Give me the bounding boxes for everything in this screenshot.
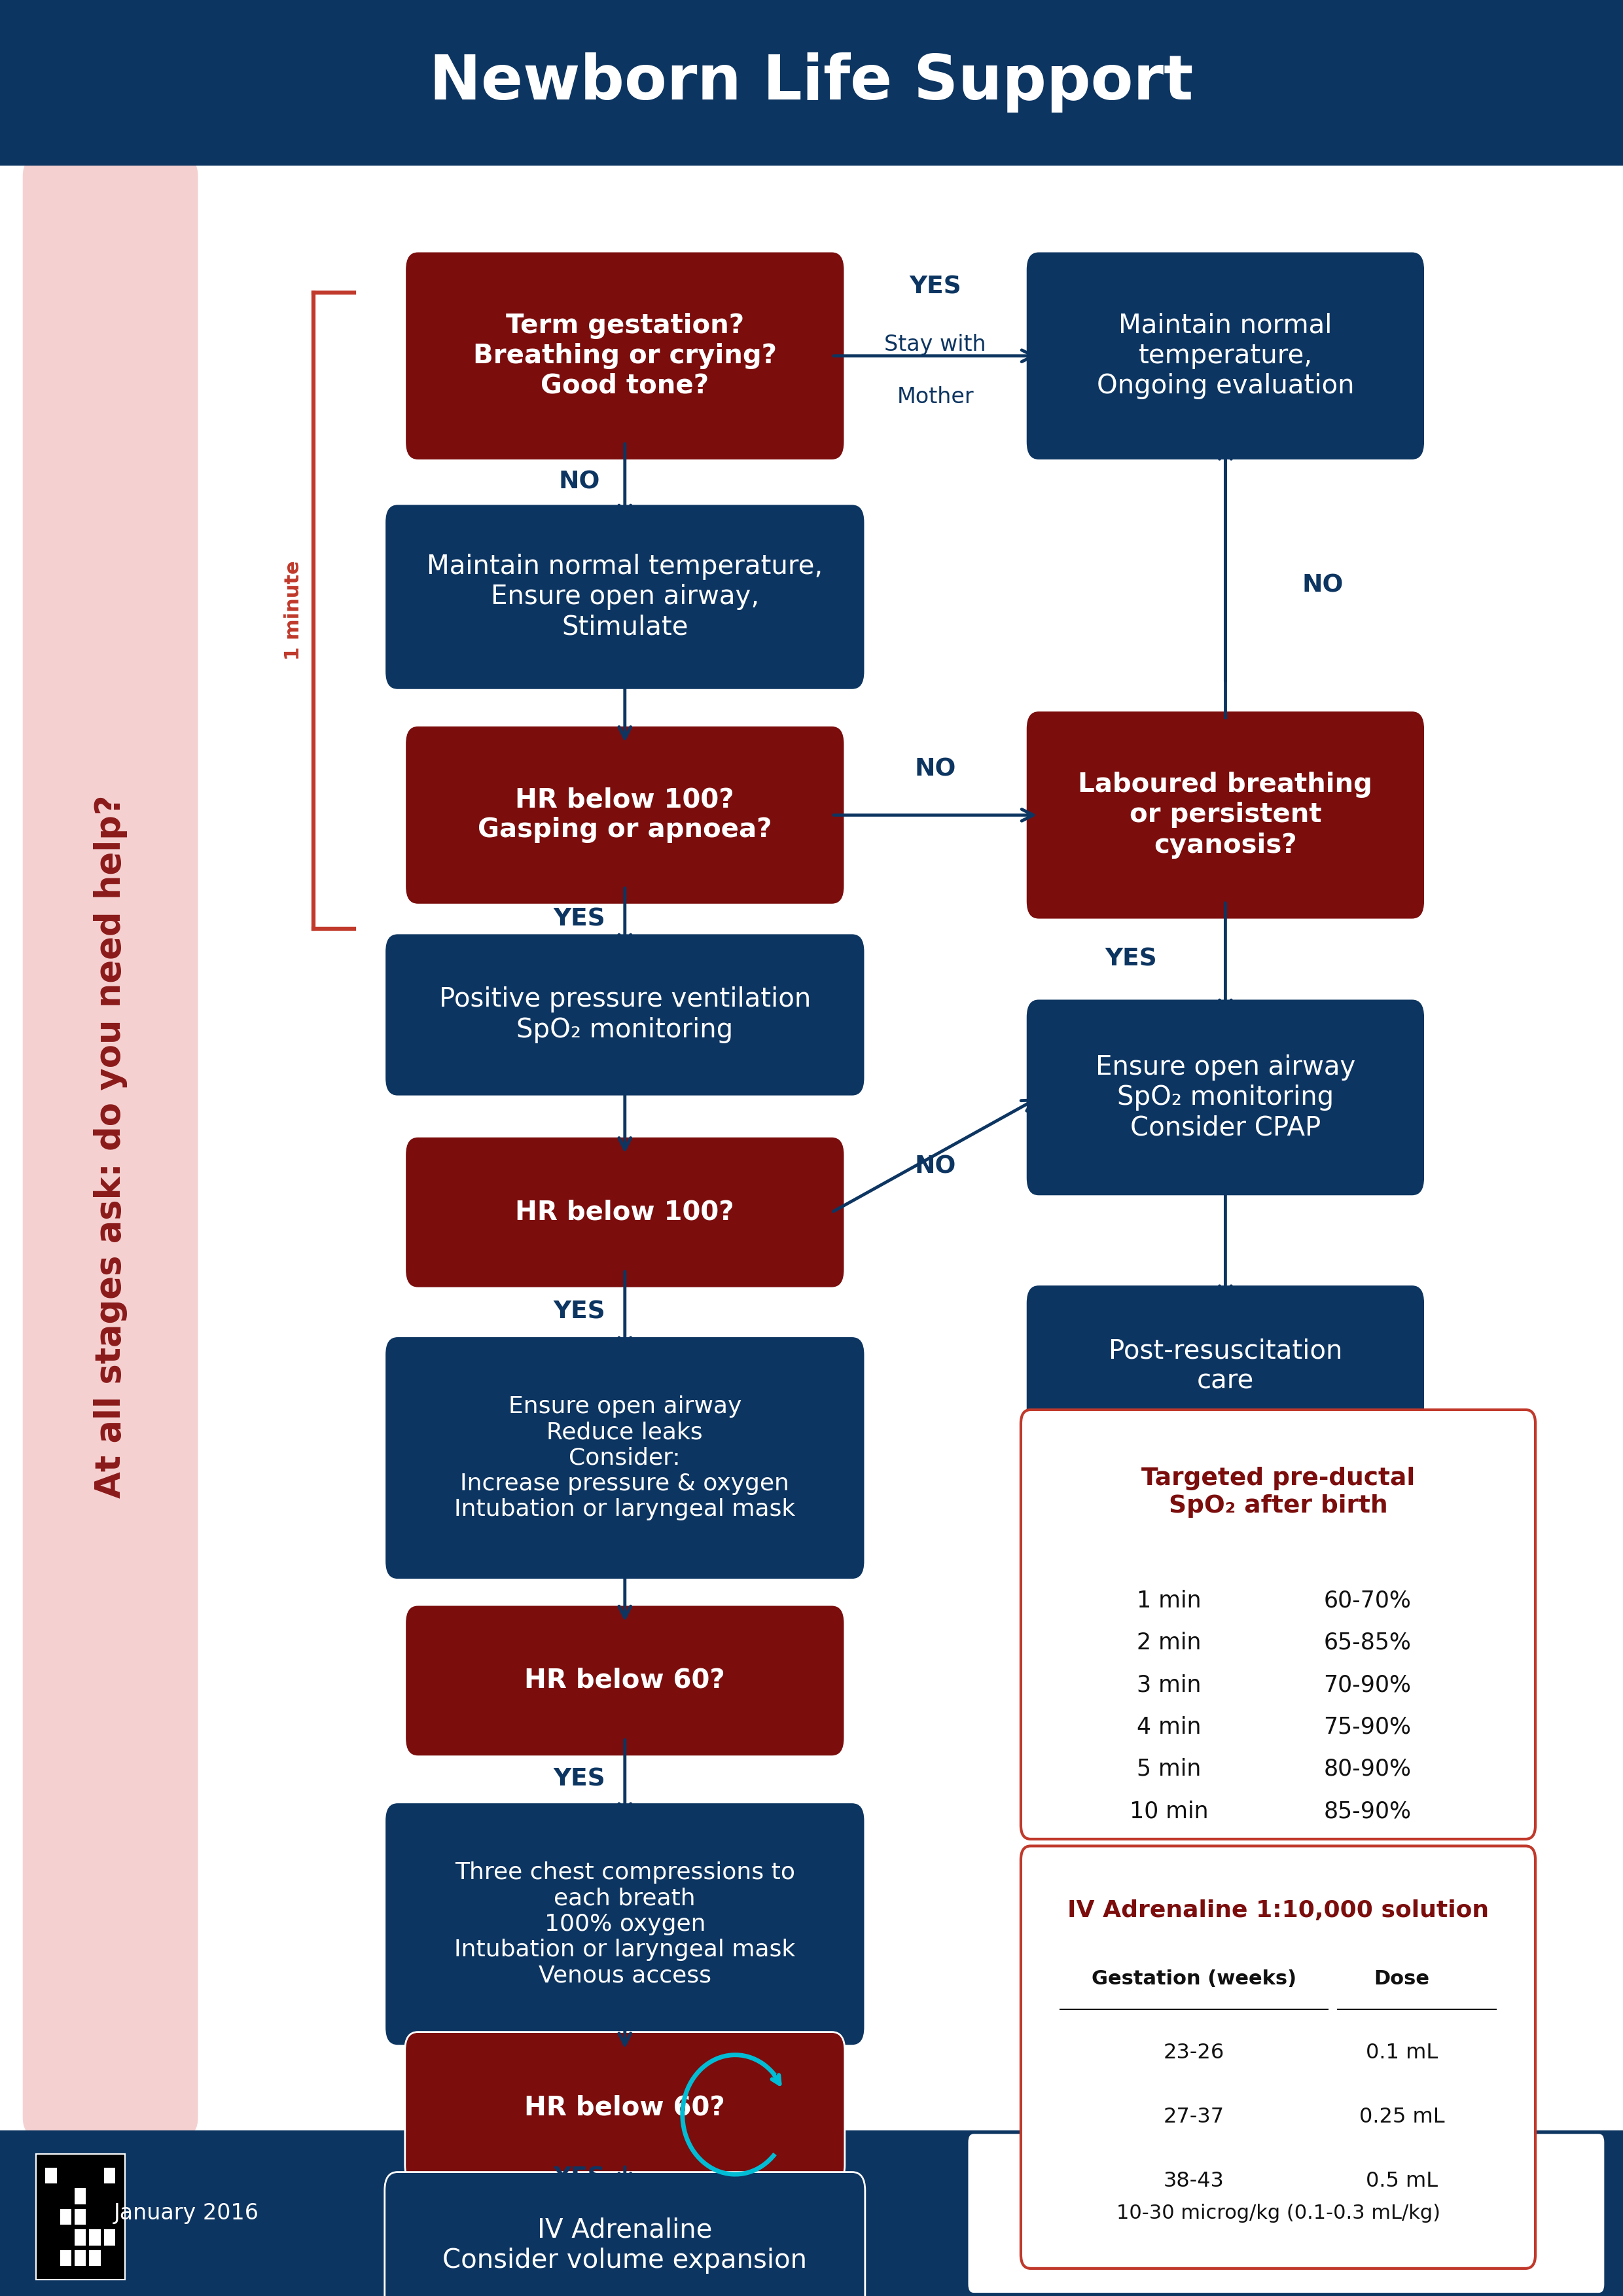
FancyBboxPatch shape xyxy=(1026,712,1425,918)
FancyBboxPatch shape xyxy=(385,2172,865,2296)
Text: January 2016: January 2016 xyxy=(114,2202,260,2225)
Text: Resuscitation Council: Resuscitation Council xyxy=(1294,2209,1449,2223)
Text: Mother: Mother xyxy=(898,386,974,409)
Text: HR below 60?: HR below 60? xyxy=(524,1667,725,1694)
Text: 3 min: 3 min xyxy=(1138,1674,1201,1697)
FancyBboxPatch shape xyxy=(75,2209,86,2225)
Text: Gestation (weeks): Gestation (weeks) xyxy=(1092,1970,1297,1988)
Text: HR below 60?: HR below 60? xyxy=(524,2094,725,2122)
Text: AUSTRALIAN
RESUSCITATION
COUNCIL: AUSTRALIAN RESUSCITATION COUNCIL xyxy=(1044,2195,1147,2232)
Text: NO: NO xyxy=(1302,574,1344,597)
Text: Newborn Life Support: Newborn Life Support xyxy=(430,53,1193,113)
Text: 5 min: 5 min xyxy=(1138,1759,1201,1779)
Text: YES: YES xyxy=(909,276,961,298)
Text: Dose: Dose xyxy=(1375,1970,1430,1988)
FancyBboxPatch shape xyxy=(75,2250,86,2266)
Text: Maintain normal
temperature,
Ongoing evaluation: Maintain normal temperature, Ongoing eva… xyxy=(1097,312,1354,400)
FancyBboxPatch shape xyxy=(36,2154,125,2280)
Text: Three chest compressions to
each breath
100% oxygen
Intubation or laryngeal mask: Three chest compressions to each breath … xyxy=(454,1862,795,1986)
FancyBboxPatch shape xyxy=(45,2167,57,2183)
Text: Positive pressure ventilation
SpO₂ monitoring: Positive pressure ventilation SpO₂ monit… xyxy=(438,987,812,1042)
Text: 1 minute: 1 minute xyxy=(284,560,304,661)
Text: 0.25 mL: 0.25 mL xyxy=(1358,2108,1444,2126)
FancyBboxPatch shape xyxy=(1021,1846,1535,2268)
Text: 0.5 mL: 0.5 mL xyxy=(1367,2172,1438,2190)
Text: 10 min: 10 min xyxy=(1130,1800,1209,1823)
Text: 70-90%: 70-90% xyxy=(1323,1674,1410,1697)
Text: 23-26: 23-26 xyxy=(1164,2043,1224,2062)
FancyBboxPatch shape xyxy=(0,0,1623,165)
FancyBboxPatch shape xyxy=(385,1336,865,1580)
Text: 10-30 microg/kg (0.1-0.3 mL/kg): 10-30 microg/kg (0.1-0.3 mL/kg) xyxy=(1117,2204,1440,2223)
Text: WHAKAHAUORA AOTEAROA: WHAKAHAUORA AOTEAROA xyxy=(1302,2248,1441,2257)
Text: 80-90%: 80-90% xyxy=(1323,1759,1410,1779)
FancyBboxPatch shape xyxy=(385,1802,865,2046)
FancyBboxPatch shape xyxy=(406,1137,844,1288)
Text: 60-70%: 60-70% xyxy=(1323,1589,1410,1612)
Text: 75-90%: 75-90% xyxy=(1323,1715,1410,1738)
Text: 4 min: 4 min xyxy=(1138,1715,1201,1738)
FancyBboxPatch shape xyxy=(385,505,865,689)
FancyBboxPatch shape xyxy=(0,2131,1623,2296)
Text: YES: YES xyxy=(553,1768,605,1791)
Text: NO: NO xyxy=(558,471,601,494)
Text: IV Adrenaline 1:10,000 solution: IV Adrenaline 1:10,000 solution xyxy=(1068,1899,1488,1922)
Text: Ensure open airway
SpO₂ monitoring
Consider CPAP: Ensure open airway SpO₂ monitoring Consi… xyxy=(1096,1054,1355,1141)
Text: 65-85%: 65-85% xyxy=(1323,1632,1410,1653)
Text: 85-90%: 85-90% xyxy=(1323,1800,1410,1823)
FancyBboxPatch shape xyxy=(1026,1283,1425,1449)
FancyBboxPatch shape xyxy=(60,2209,71,2225)
FancyBboxPatch shape xyxy=(406,1605,844,1756)
FancyBboxPatch shape xyxy=(967,2133,1605,2294)
Text: 1 min: 1 min xyxy=(1138,1589,1201,1612)
Text: IV Adrenaline
Consider volume expansion: IV Adrenaline Consider volume expansion xyxy=(443,2218,807,2273)
FancyBboxPatch shape xyxy=(75,2188,86,2204)
Text: 27-37: 27-37 xyxy=(1164,2108,1224,2126)
Text: 2 min: 2 min xyxy=(1138,1632,1201,1653)
Text: At all stages ask: do you need help?: At all stages ask: do you need help? xyxy=(94,794,127,1499)
FancyBboxPatch shape xyxy=(104,2167,115,2183)
FancyBboxPatch shape xyxy=(75,2229,86,2245)
Text: Stay with: Stay with xyxy=(885,333,987,356)
Text: Targeted pre-ductal
SpO₂ after birth: Targeted pre-ductal SpO₂ after birth xyxy=(1141,1467,1415,1518)
Text: YES: YES xyxy=(1105,948,1157,971)
FancyBboxPatch shape xyxy=(60,2250,71,2266)
FancyBboxPatch shape xyxy=(406,726,844,905)
Text: YES: YES xyxy=(553,2165,605,2190)
FancyBboxPatch shape xyxy=(385,932,865,1095)
Text: NEW ZEALAND: NEW ZEALAND xyxy=(1311,2177,1431,2190)
Text: NO: NO xyxy=(914,758,956,781)
FancyBboxPatch shape xyxy=(1026,253,1425,459)
Text: Term gestation?
Breathing or crying?
Good tone?: Term gestation? Breathing or crying? Goo… xyxy=(472,312,777,400)
Text: YES: YES xyxy=(553,907,605,930)
FancyBboxPatch shape xyxy=(23,158,198,2135)
FancyBboxPatch shape xyxy=(1021,1410,1535,1839)
FancyBboxPatch shape xyxy=(104,2229,115,2245)
Text: 0.1 mL: 0.1 mL xyxy=(1367,2043,1438,2062)
FancyBboxPatch shape xyxy=(406,253,844,459)
Text: Maintain normal temperature,
Ensure open airway,
Stimulate: Maintain normal temperature, Ensure open… xyxy=(427,553,823,641)
Text: YES: YES xyxy=(553,1300,605,1325)
Text: NO: NO xyxy=(914,1155,956,1178)
FancyBboxPatch shape xyxy=(406,2032,844,2183)
Text: HR below 100?: HR below 100? xyxy=(516,1199,734,1226)
Text: HR below 100?
Gasping or apnoea?: HR below 100? Gasping or apnoea? xyxy=(477,788,773,843)
Text: Laboured breathing
or persistent
cyanosis?: Laboured breathing or persistent cyanosi… xyxy=(1078,771,1373,859)
Text: 38-43: 38-43 xyxy=(1164,2172,1224,2190)
FancyBboxPatch shape xyxy=(89,2250,101,2266)
Text: Post-resuscitation
care: Post-resuscitation care xyxy=(1109,1339,1342,1394)
Text: Ensure open airway
Reduce leaks
Consider:
Increase pressure & oxygen
Intubation : Ensure open airway Reduce leaks Consider… xyxy=(454,1396,795,1520)
FancyBboxPatch shape xyxy=(89,2229,101,2245)
FancyBboxPatch shape xyxy=(1026,999,1425,1196)
